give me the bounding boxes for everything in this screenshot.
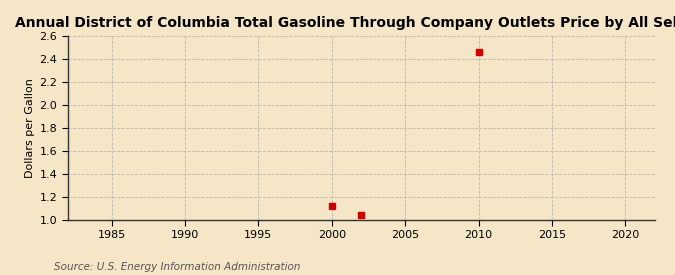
Title: Annual District of Columbia Total Gasoline Through Company Outlets Price by All : Annual District of Columbia Total Gasoli… [16,16,675,31]
Text: Source: U.S. Energy Information Administration: Source: U.S. Energy Information Administ… [54,262,300,272]
Y-axis label: Dollars per Gallon: Dollars per Gallon [25,78,35,178]
